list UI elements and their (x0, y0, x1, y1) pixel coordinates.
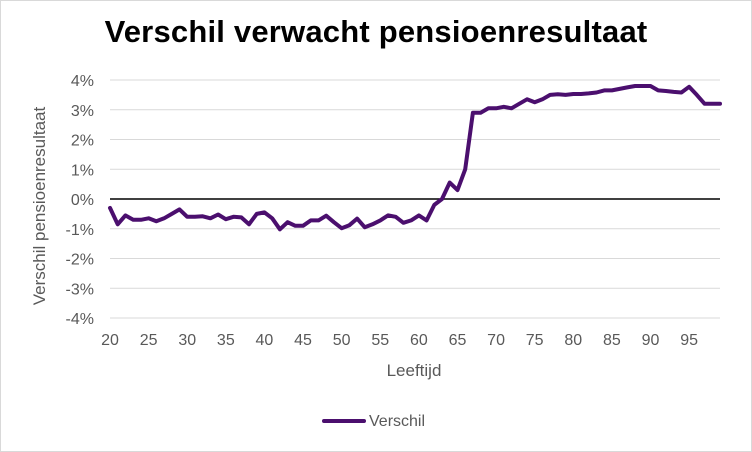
y-axis-title: Verschil pensioenresultaat (30, 107, 49, 306)
x-tick-label: 85 (603, 332, 621, 349)
x-axis-title: Leeftijd (387, 361, 442, 380)
series-line-verschil (108, 84, 722, 232)
x-tick-label: 35 (217, 332, 235, 349)
x-tick-label: 65 (449, 332, 467, 349)
x-tick-label: 75 (526, 332, 544, 349)
y-tick-label: 1% (71, 162, 94, 179)
legend-label-verschil: Verschil (369, 413, 425, 430)
x-tick-label: 90 (642, 332, 660, 349)
y-tick-label: -4% (66, 311, 94, 328)
gridlines (110, 79, 720, 319)
x-tick-label: 70 (487, 332, 505, 349)
y-tick-label: -2% (66, 252, 94, 269)
y-tick-label: 2% (71, 133, 94, 150)
x-tick-label: 40 (256, 332, 274, 349)
x-tick-label: 20 (101, 332, 119, 349)
x-tick-label: 30 (178, 332, 196, 349)
y-axis-ticks: 4% 3% 2% 1% 0% -1% -2% -3% -4% (66, 73, 94, 328)
y-tick-label: -1% (66, 222, 94, 239)
legend: Verschil (322, 413, 425, 430)
chart-title: Verschil verwacht pensioenresultaat (104, 14, 648, 49)
x-tick-label: 80 (564, 332, 582, 349)
x-tick-label: 50 (333, 332, 351, 349)
y-tick-label: 0% (71, 192, 94, 209)
y-tick-label: -3% (66, 281, 94, 298)
x-tick-label: 95 (680, 332, 698, 349)
y-tick-label: 3% (71, 103, 94, 120)
x-tick-label: 55 (371, 332, 389, 349)
x-axis-ticks: 20 25 30 35 40 45 50 55 60 65 70 75 80 85 90 95 (101, 332, 698, 349)
y-tick-label: 4% (71, 73, 94, 90)
x-tick-label: 45 (294, 332, 312, 349)
x-tick-label: 60 (410, 332, 428, 349)
x-tick-label: 25 (140, 332, 158, 349)
